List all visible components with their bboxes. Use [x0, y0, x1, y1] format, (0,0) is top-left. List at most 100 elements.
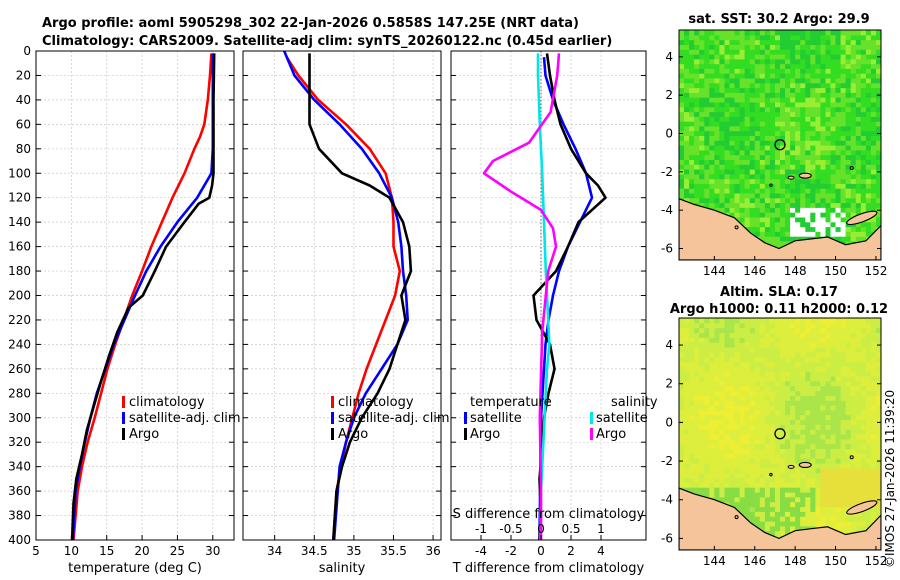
map-cell — [785, 463, 791, 469]
map-cell — [805, 188, 811, 194]
map-cell — [805, 49, 811, 55]
map-cell — [739, 366, 746, 372]
map-cell — [714, 327, 720, 334]
map-cell — [870, 463, 877, 469]
map-cell — [699, 424, 705, 430]
map-cell — [845, 395, 852, 401]
map-cell — [759, 92, 766, 98]
map-cell — [825, 356, 832, 363]
map-cell — [734, 192, 741, 199]
map-cell — [785, 30, 791, 36]
map-cell — [694, 135, 700, 141]
map-cell — [845, 351, 852, 358]
map-cell — [790, 453, 796, 459]
map-cell — [835, 380, 842, 387]
map-cell — [780, 511, 786, 517]
map-cell — [744, 145, 751, 151]
map-cell — [825, 121, 832, 127]
map-cell — [795, 77, 801, 84]
map-cell — [790, 409, 796, 416]
map-cell — [790, 125, 796, 132]
map-cell — [795, 453, 801, 459]
map-cell — [805, 438, 811, 445]
map-cell — [684, 443, 690, 450]
map-cell — [865, 390, 872, 396]
map-cell — [795, 366, 801, 372]
map-cell — [704, 366, 710, 372]
legend-swatch-t-argo — [464, 428, 467, 440]
map-cell — [744, 226, 751, 232]
map-cell — [810, 68, 816, 74]
map-cell — [815, 173, 821, 180]
map-cell — [704, 188, 710, 194]
map-cell — [709, 125, 715, 132]
map-cell — [845, 380, 852, 387]
map-cell — [719, 135, 725, 141]
map-cell — [805, 30, 811, 36]
map-cell — [764, 221, 771, 228]
map-cell — [709, 395, 715, 401]
map-cell — [840, 487, 847, 493]
map-cell — [820, 506, 826, 512]
map-cell — [724, 202, 731, 208]
legend-swatch-argo — [331, 428, 334, 440]
map-cell — [679, 395, 685, 401]
map-cell — [835, 125, 842, 132]
map-cell — [870, 92, 877, 98]
map-cell — [694, 347, 700, 353]
map-cell — [845, 240, 852, 247]
map-cell — [775, 101, 781, 108]
map-cell — [769, 226, 776, 232]
map-cell — [835, 400, 842, 406]
map-cell — [684, 371, 690, 377]
map-cell — [689, 322, 695, 329]
map-cell — [724, 472, 731, 479]
map-cell — [800, 101, 806, 108]
map-cell — [769, 140, 776, 146]
map-cell — [815, 30, 821, 36]
map-cell — [870, 366, 877, 372]
map-cell — [684, 400, 690, 406]
map-cell — [775, 390, 781, 396]
map-cell — [800, 492, 806, 498]
map-cell — [734, 458, 741, 464]
map-cell — [679, 188, 685, 194]
map-cell — [679, 87, 685, 93]
map-cell — [769, 342, 776, 348]
map-cell — [684, 405, 690, 411]
map-cell — [876, 327, 881, 334]
map-cell — [759, 448, 766, 454]
map-cell — [754, 443, 761, 450]
map-cell — [739, 145, 746, 151]
map-cell — [689, 169, 695, 175]
map-cell — [769, 405, 776, 411]
map-cell — [860, 159, 867, 165]
map-cell — [709, 202, 715, 208]
map-cell — [734, 361, 741, 367]
map-cell — [840, 419, 847, 425]
map-cell — [754, 135, 761, 141]
map-cell — [820, 356, 826, 363]
map-cell — [835, 337, 842, 343]
map-cell — [714, 106, 720, 113]
map-cell — [820, 87, 826, 93]
map-cell — [825, 145, 832, 151]
map-cell — [724, 111, 731, 117]
map-cell — [835, 54, 842, 60]
map-cell — [684, 380, 690, 387]
map-cell — [865, 82, 872, 89]
map-cell — [865, 101, 872, 108]
map-cell — [759, 44, 766, 50]
map-cell — [865, 30, 872, 36]
map-cell — [870, 400, 877, 406]
map-cell — [820, 472, 826, 479]
map-cell — [855, 371, 862, 377]
map-cell — [825, 496, 832, 503]
map-cell — [714, 164, 720, 170]
island-small — [734, 515, 739, 520]
map-cell — [860, 169, 867, 175]
map-cell — [790, 226, 796, 232]
map-cell — [850, 192, 857, 199]
map-cell — [835, 521, 842, 527]
map-cell — [800, 448, 806, 454]
